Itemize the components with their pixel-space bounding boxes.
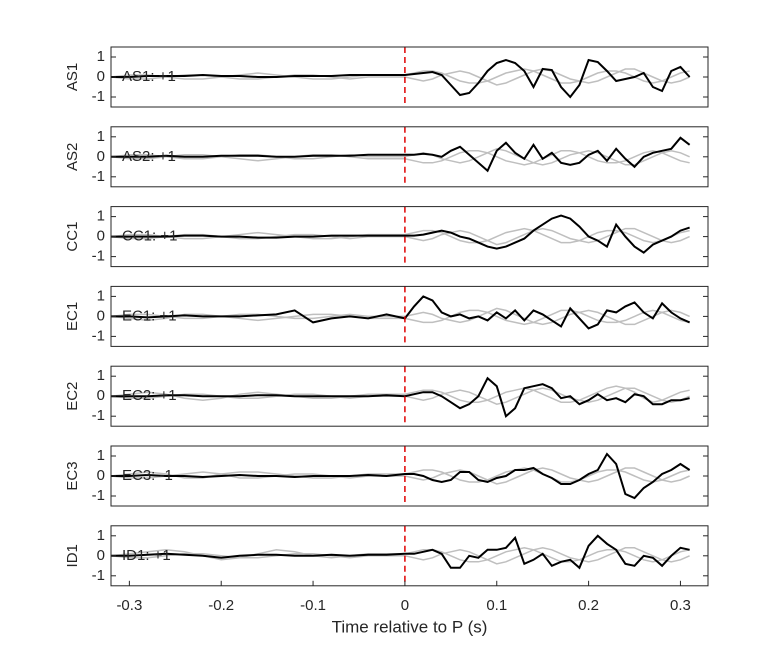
axes-background xyxy=(111,47,708,107)
trace xyxy=(111,452,691,500)
trace xyxy=(111,376,690,418)
annotation: AS1: +1 xyxy=(122,68,176,85)
trace-gray xyxy=(111,150,690,166)
x-tick-label: -0.3 xyxy=(116,597,142,614)
x-tick-label: 0 xyxy=(401,597,409,614)
y-tick-label: 0 xyxy=(97,387,105,404)
y-tick-label: -1 xyxy=(92,327,105,344)
x-tick-label: 0.2 xyxy=(578,597,599,614)
trace-gray xyxy=(111,68,690,86)
y-tick-label: -1 xyxy=(92,567,105,584)
annotation: EC3: -1 xyxy=(122,467,173,484)
trace-gray xyxy=(111,227,690,244)
trace xyxy=(111,214,690,254)
y-axis-label: EC1 xyxy=(64,302,81,331)
y-tick-label: 1 xyxy=(97,527,105,544)
y-tick-label: -1 xyxy=(92,88,105,105)
y-tick-label: 1 xyxy=(97,447,105,464)
trace xyxy=(111,136,691,173)
trace xyxy=(111,295,691,330)
y-tick-label: 1 xyxy=(97,48,105,65)
trace-gray xyxy=(111,227,690,246)
y-axis-label: CC1 xyxy=(64,222,81,252)
y-tick-label: 0 xyxy=(97,307,105,324)
trace xyxy=(111,534,690,570)
trace-gray xyxy=(111,68,690,84)
y-axis-label: AS2 xyxy=(64,143,81,171)
y-axis-label: ID1 xyxy=(64,544,81,567)
annotation: ID1: +1 xyxy=(122,547,171,564)
x-axis-label: Time relative to P (s) xyxy=(332,617,488,636)
y-tick-label: -1 xyxy=(92,487,105,504)
y-tick-label: 1 xyxy=(97,208,105,225)
annotation: EC1: +1 xyxy=(122,307,177,324)
annotation: CC1: +1 xyxy=(122,228,177,245)
y-tick-label: -1 xyxy=(92,248,105,265)
x-tick-label: 0.1 xyxy=(486,597,507,614)
y-axis-label: EC2 xyxy=(64,382,81,411)
x-tick-label: 0.3 xyxy=(670,597,691,614)
y-tick-label: 1 xyxy=(97,367,105,384)
trace-gray xyxy=(111,385,690,403)
trace-gray xyxy=(111,387,690,405)
y-axis-label: EC3 xyxy=(64,461,81,490)
annotation: AS2: +1 xyxy=(122,148,176,165)
x-tick-label: -0.2 xyxy=(208,597,234,614)
y-tick-label: 0 xyxy=(97,228,105,245)
y-tick-label: 0 xyxy=(97,148,105,165)
y-tick-label: 1 xyxy=(97,287,105,304)
y-tick-label: -1 xyxy=(92,407,105,424)
y-tick-label: 0 xyxy=(97,68,105,85)
y-tick-label: -1 xyxy=(92,168,105,185)
annotation: EC2: +1 xyxy=(122,387,177,404)
trace xyxy=(111,58,691,99)
y-tick-label: 1 xyxy=(97,128,105,145)
y-tick-label: 0 xyxy=(97,547,105,564)
y-tick-label: 0 xyxy=(97,467,105,484)
x-tick-label: -0.1 xyxy=(300,597,326,614)
trace-gray xyxy=(111,309,690,326)
y-axis-label: AS1 xyxy=(64,63,81,91)
